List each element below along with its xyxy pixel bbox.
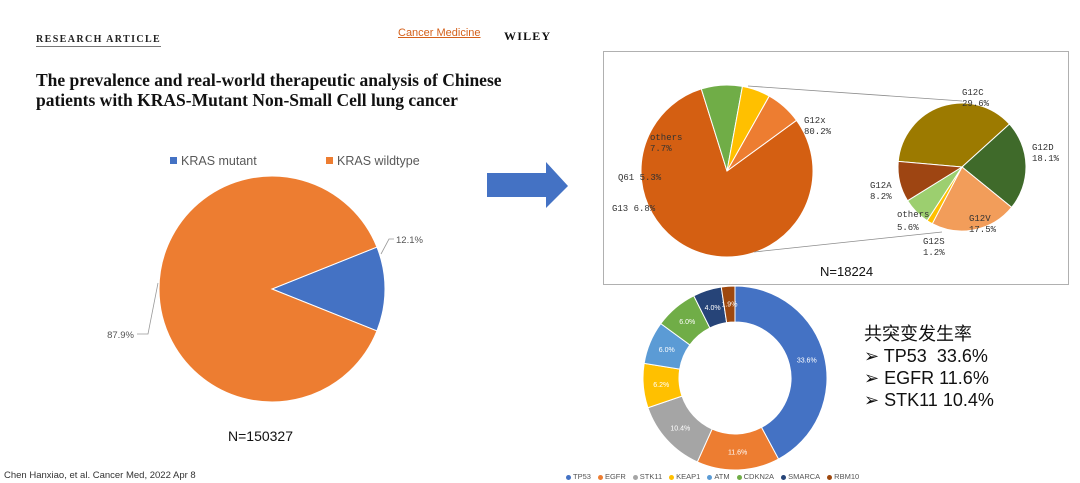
comutation-donut: 33.6% 11.6% 10.4% 6.2% 6.0% 6.0% 4.0% 1.9%	[642, 285, 828, 471]
legend-label: KRAS mutant	[181, 154, 257, 168]
legend-swatch	[632, 474, 638, 480]
g12-subtype-pie: G12C 29.6% G12D 18.1% G12V 17.5% G12S 1.2% other…	[870, 88, 1060, 258]
legend-swatch	[597, 474, 603, 480]
data-label: G12S 1.2%	[923, 237, 945, 258]
article-type-label: RESEARCH ARTICLE	[36, 34, 162, 47]
legend-label: STK11	[639, 472, 663, 481]
gene-name: TP53	[883, 346, 927, 366]
slice-rbm10	[720, 285, 736, 324]
legend-label: KEAP1	[676, 472, 701, 481]
connector-line	[753, 231, 943, 253]
legend-label: RBM10	[834, 472, 860, 481]
legend-swatch	[669, 474, 675, 480]
cooccurrence-heading: 共突变发生率	[864, 324, 972, 344]
left-sample-size: N=150327	[228, 428, 294, 444]
data-label: 6.2%	[653, 382, 669, 389]
legend-swatch	[566, 474, 571, 480]
arrow-shape	[487, 162, 568, 208]
data-label: 33.6%	[797, 357, 817, 364]
right-sample-size: N=18224	[820, 264, 874, 279]
legend-swatch	[326, 157, 333, 164]
cooccurrence-item: ➢ STK11 10.4%	[864, 390, 994, 410]
data-label: Q61 5.3%	[618, 173, 662, 183]
journal-name: Cancer Medicine	[398, 27, 481, 39]
gene-rate: 10.4%	[942, 390, 994, 410]
arrow-icon	[487, 162, 568, 208]
data-label: 6.0%	[659, 347, 675, 354]
legend-swatch	[827, 474, 833, 480]
publisher-logo: WILEY	[504, 29, 552, 43]
legend-swatch	[707, 474, 713, 480]
legend-label: TP53	[573, 472, 591, 481]
connector-line	[747, 85, 963, 102]
legend-item: CDKN2A	[736, 472, 775, 481]
cooccurrence-item: ➢ EGFR 11.6%	[864, 368, 989, 388]
legend-item: STK11	[632, 472, 663, 481]
slice-g12c	[897, 102, 1011, 168]
kras-variant-pie: G12x 80.2% others 7.7% Q61 5.3% G13 6.8%	[612, 84, 832, 258]
legend-label: KRAS wildtype	[337, 154, 420, 168]
leader-line	[137, 282, 159, 335]
kras-status-pie: KRAS mutant KRAS wildtype 12.1% 87.9%	[107, 154, 423, 403]
legend-item: ATM	[707, 472, 730, 481]
data-label: 87.9%	[107, 330, 134, 341]
legend-item: EGFR	[597, 472, 626, 481]
legend-item: KEAP1	[669, 472, 700, 481]
data-label: G12A 8.2%	[870, 181, 892, 202]
citation: Chen Hanxiao, et al. Cancer Med, 2022 Ap…	[4, 470, 196, 481]
legend-label: EGFR	[604, 472, 626, 481]
gene-rate: 33.6%	[936, 346, 988, 366]
gene-name: EGFR	[884, 368, 935, 388]
data-label: G12V 17.5%	[969, 214, 997, 235]
legend-item: TP53	[566, 472, 591, 481]
leader-line	[380, 238, 394, 255]
data-label: G12x 80.2%	[804, 116, 832, 137]
slice-g12x	[640, 88, 814, 258]
kras-subtype-panel	[603, 51, 1069, 285]
data-label: others 7.7%	[650, 133, 682, 154]
slice-g12d	[961, 123, 1027, 209]
data-label: 12.1%	[396, 235, 423, 246]
data-label: G12D 18.1%	[1032, 143, 1060, 164]
paper-title: The prevalence and real-world therapeuti…	[36, 70, 502, 110]
legend-item: SMARCA	[781, 472, 820, 481]
legend-swatch	[781, 474, 787, 480]
legend-label: ATM	[714, 472, 730, 481]
slice-kras-mutant	[270, 246, 386, 332]
slice-tp53	[734, 285, 828, 460]
gene-name: STK11	[884, 390, 938, 410]
data-label: 10.4%	[670, 425, 690, 432]
data-label: 1.9%	[721, 302, 737, 309]
donut-legend: TP53 EGFR STK11 KEAP1 ATM CDKN2A SMARCA RBM10	[566, 472, 866, 481]
cooccurrence-item: ➢ TP53 33.6%	[864, 346, 988, 366]
legend-label: CDKN2A	[743, 472, 775, 481]
legend-swatch	[170, 157, 177, 164]
cooccurrence-summary: 共突变发生率 ➢ TP53 33.6% ➢ EGFR 11.6% ➢ STK11…	[864, 323, 994, 411]
data-label: G12C 29.6%	[962, 88, 990, 109]
legend-item: RBM10	[827, 472, 859, 481]
data-label: 4.0%	[705, 305, 721, 312]
slice-g13	[726, 95, 798, 172]
slice-g12a	[897, 160, 964, 202]
connector-lines	[747, 85, 963, 253]
data-label: 6.0%	[679, 319, 695, 326]
data-label: 11.6%	[728, 449, 747, 456]
legend-swatch	[736, 474, 742, 480]
slice-kras-wildtype	[158, 175, 378, 403]
data-label: others 5.6%	[897, 210, 929, 233]
data-label: G13 6.8%	[612, 204, 656, 214]
gene-rate: 11.6%	[939, 368, 989, 388]
slice-g12v	[931, 166, 1013, 232]
legend-label: SMARCA	[788, 472, 821, 481]
